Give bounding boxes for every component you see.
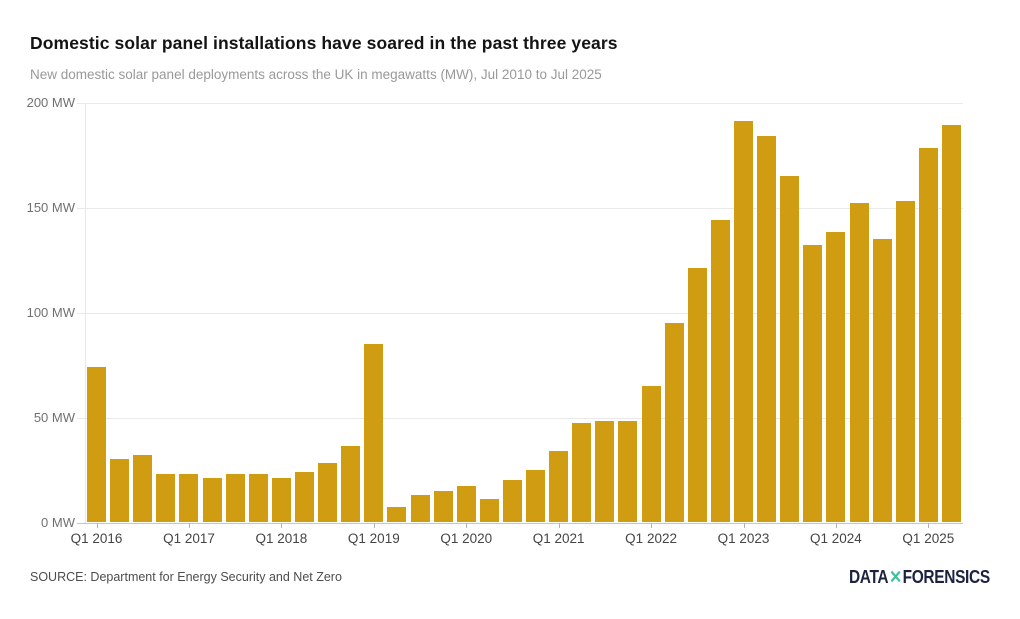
x-tick-label: Q1 2020 (440, 531, 493, 546)
bar-q1-2018 (271, 477, 291, 522)
bar-q3-2017 (225, 473, 245, 522)
x-tick-label: Q1 2022 (625, 531, 677, 546)
x-axis-tick (188, 523, 190, 528)
logo-text-data: DATA (849, 567, 889, 587)
chart-title: Domestic solar panel installations have … (30, 33, 618, 53)
bar-q4-2021 (618, 421, 638, 522)
bar-q1-2021 (549, 450, 569, 522)
x-axis-tick (651, 523, 653, 528)
gridline (77, 102, 963, 104)
bar-q3-2023 (780, 175, 800, 522)
bar-q2-2023 (757, 135, 777, 522)
bar-q1-2020 (456, 486, 476, 522)
y-tick-label: 50 MW (33, 410, 75, 425)
bar-q1-2022 (641, 385, 661, 522)
y-tick-label: 0 MW (41, 515, 75, 530)
bar-q4-2018 (341, 446, 361, 522)
x-axis-tick (96, 523, 98, 528)
bar-q3-2022 (687, 267, 707, 522)
bar-q3-2024 (872, 238, 892, 522)
x-tick-label: Q1 2023 (717, 531, 770, 546)
x-tick-label: Q1 2025 (902, 531, 955, 546)
bar-q2-2017 (202, 477, 222, 522)
x-axis-line (77, 522, 963, 524)
source-note: SOURCE: Department for Energy Security a… (30, 570, 342, 584)
bar-q1-2025 (918, 148, 938, 522)
x-tick-label: Q1 2018 (255, 531, 308, 546)
bar-q3-2021 (595, 421, 615, 522)
bar-q3-2016 (133, 454, 153, 522)
gridline (77, 207, 963, 209)
y-tick-label: 150 MW (26, 200, 75, 215)
gridline (77, 417, 963, 419)
bar-q2-2019 (387, 507, 407, 522)
x-axis-tick (928, 523, 930, 528)
x-axis-tick (281, 523, 283, 528)
bar-q1-2016 (87, 366, 107, 522)
bar-q2-2016 (110, 459, 130, 522)
bar-q4-2023 (803, 244, 823, 522)
bar-q4-2020 (526, 469, 546, 522)
x-axis-tick (558, 523, 560, 528)
logo-text-forensics: FORENSICS (902, 567, 991, 587)
x-tick-label: Q1 2024 (810, 531, 862, 546)
bar-q1-2024 (826, 232, 846, 522)
bar-q3-2020 (502, 480, 522, 522)
bar-q2-2022 (664, 322, 684, 522)
gridline (77, 312, 963, 314)
x-tick-label: Q1 2019 (347, 531, 400, 546)
x-axis-tick (373, 523, 375, 528)
bar-q4-2016 (156, 473, 176, 522)
bar-q1-2019 (364, 343, 384, 522)
bar-q3-2018 (318, 463, 338, 522)
x-tick-label: Q1 2021 (532, 531, 585, 546)
bar-q2-2021 (572, 423, 592, 522)
bar-q4-2022 (710, 219, 730, 522)
x-axis-tick (743, 523, 745, 528)
logo-x-icon: ✕ (889, 567, 902, 587)
bar-q3-2019 (410, 494, 430, 522)
dataforensics-logo: DATA✕FORENSICS (849, 567, 990, 588)
bar-q4-2017 (248, 473, 268, 522)
x-tick-label: Q1 2016 (70, 531, 123, 546)
bar-q2-2025 (941, 125, 961, 522)
y-tick-label: 100 MW (26, 305, 75, 320)
plot-area (77, 102, 963, 528)
x-tick-label: Q1 2017 (163, 531, 215, 546)
x-axis-tick (466, 523, 468, 528)
bar-q2-2020 (479, 498, 499, 522)
bar-q4-2024 (895, 200, 915, 522)
bar-q2-2018 (295, 471, 314, 522)
x-axis-tick (835, 523, 837, 528)
bar-q4-2019 (433, 490, 453, 522)
bar-q2-2024 (849, 202, 869, 522)
bar-q1-2023 (734, 120, 753, 522)
y-tick-label: 200 MW (26, 95, 75, 110)
chart-subtitle: New domestic solar panel deployments acr… (30, 67, 602, 82)
bar-q1-2017 (179, 473, 199, 522)
